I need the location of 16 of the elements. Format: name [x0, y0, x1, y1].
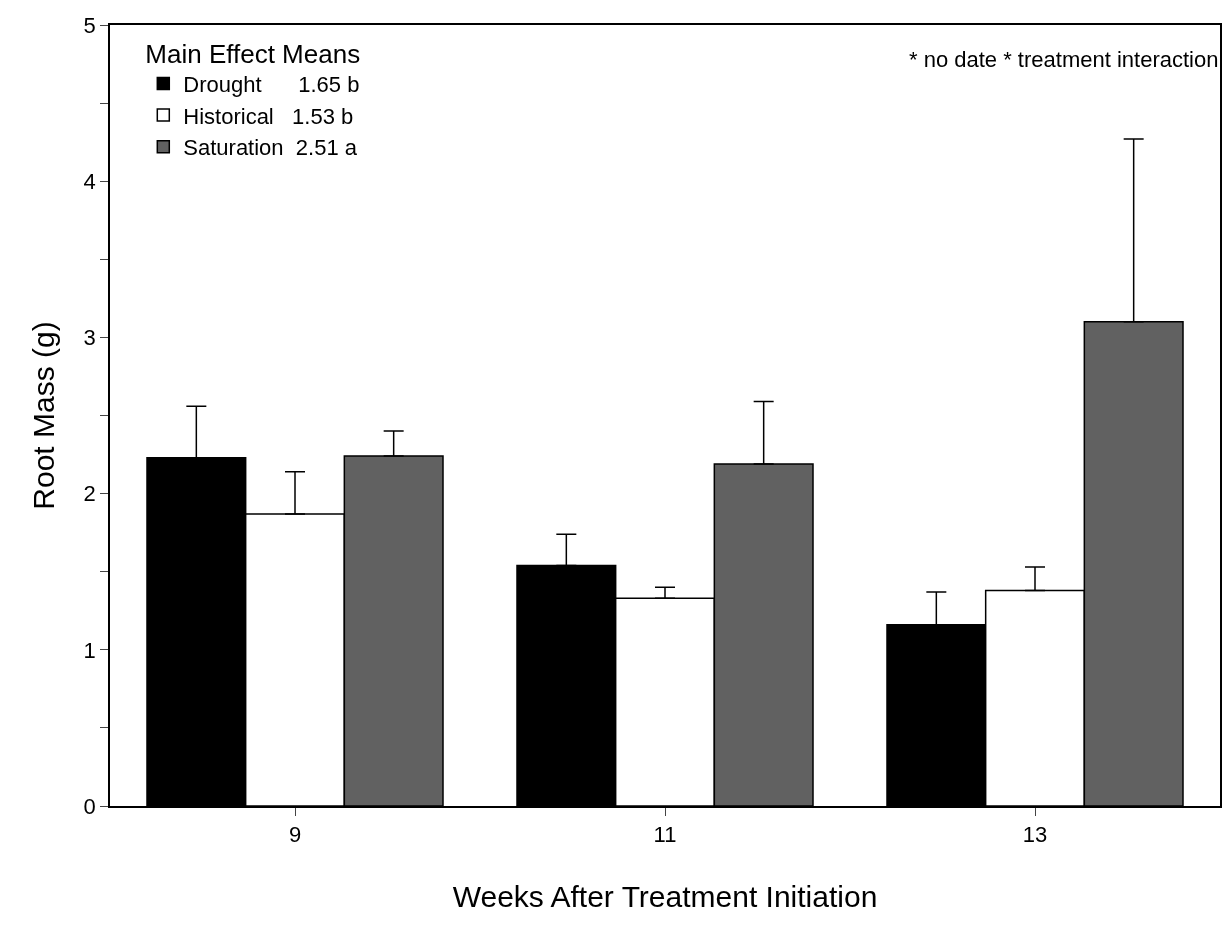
- legend-label: Saturation 2.51 a: [183, 135, 358, 161]
- legend-label: Drought 1.65 b: [183, 72, 360, 98]
- x-tick-label: 13: [1022, 822, 1048, 848]
- legend-title: Main Effect Means: [145, 38, 361, 69]
- y-axis-title: Root Mass (g): [27, 321, 61, 510]
- x-tick-label: 9: [288, 822, 302, 848]
- y-tick-label: 2: [83, 481, 96, 507]
- y-tick-label: 4: [83, 168, 96, 194]
- y-tick-label: 5: [83, 12, 96, 38]
- y-tick-label: 0: [83, 793, 96, 819]
- x-tick-label: 11: [653, 822, 677, 848]
- x-axis-title: Weeks After Treatment Initiation: [452, 880, 878, 914]
- y-tick-label: 1: [83, 637, 96, 663]
- legend-label: Historical 1.53 b: [183, 103, 354, 129]
- annotation: * no date * treatment interaction: [909, 47, 1219, 72]
- y-tick-label: 3: [83, 325, 96, 351]
